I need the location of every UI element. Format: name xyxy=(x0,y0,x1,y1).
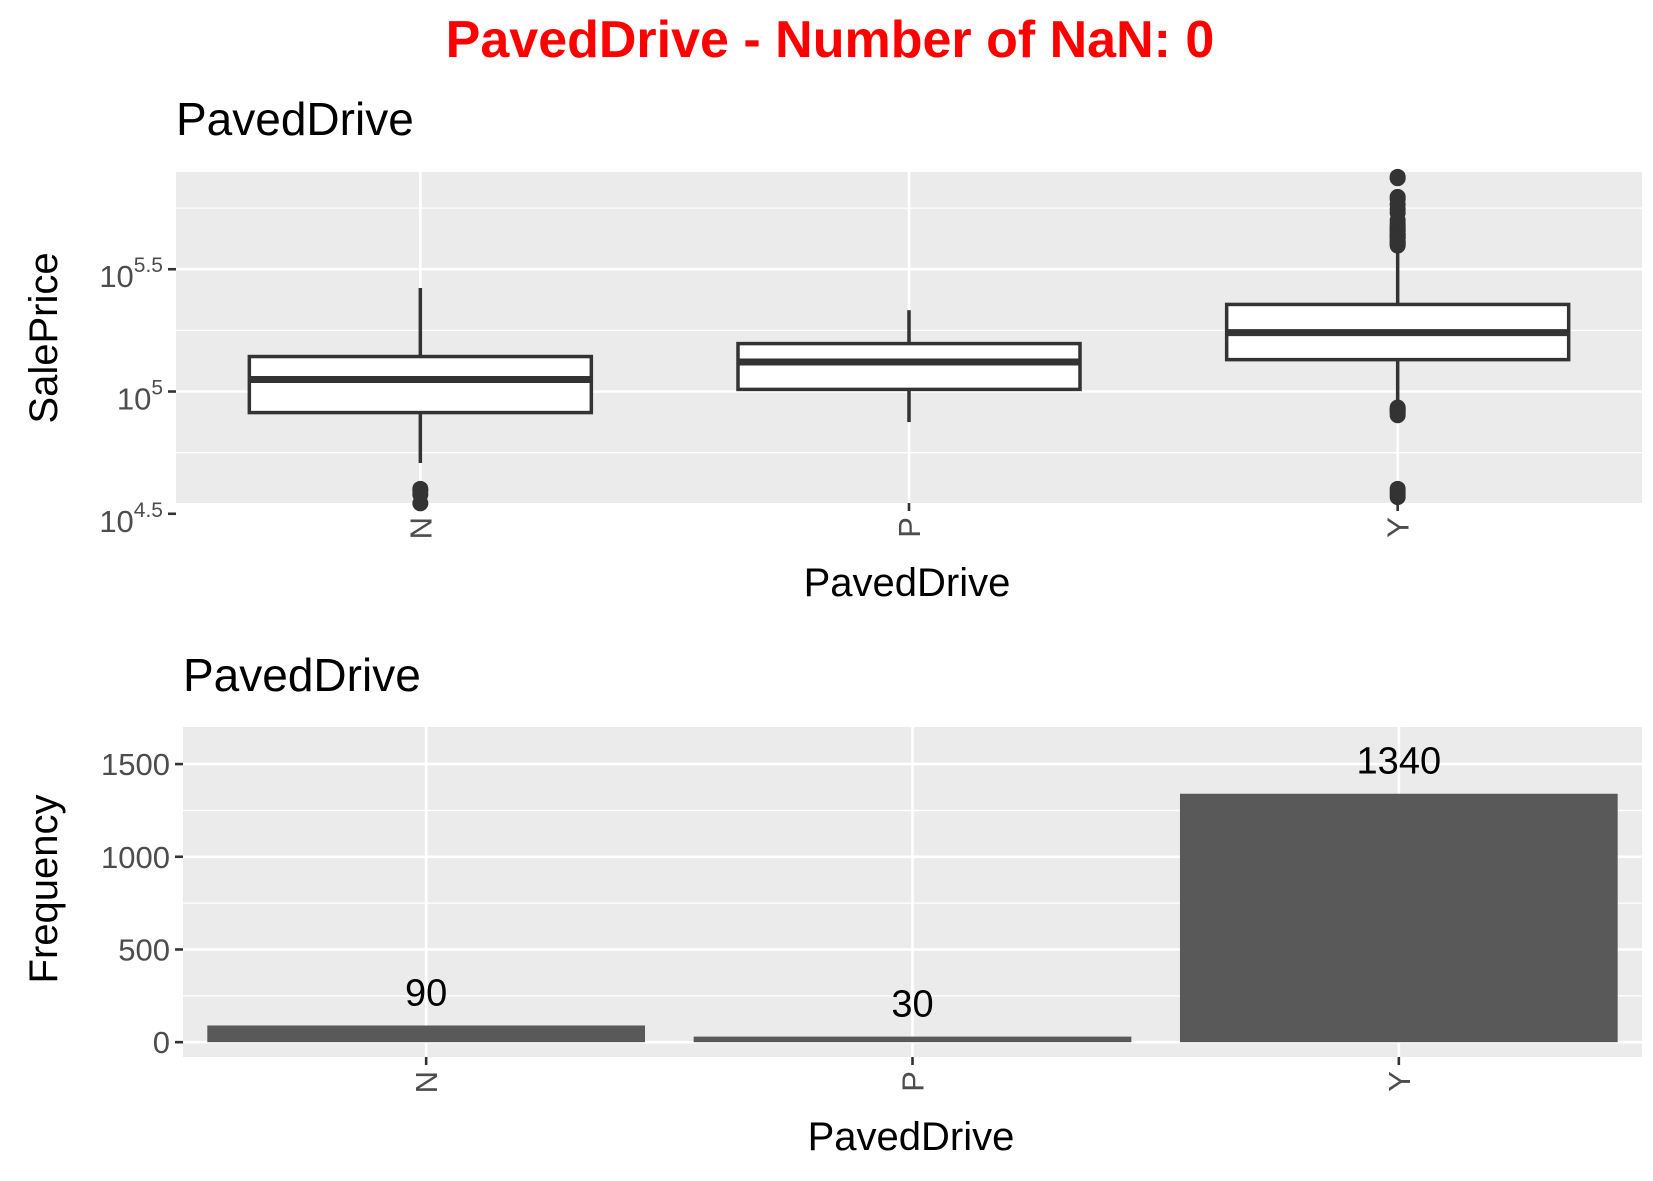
bar-panel: PavedDrive Frequency PavedDrive 0 500 1000… xyxy=(22,649,1642,1159)
boxplot-x-tick-label: P xyxy=(892,517,927,538)
boxplot-iqr-box xyxy=(247,354,594,415)
bar-y-tick-label: 500 xyxy=(118,932,170,967)
boxplot-outlier-point xyxy=(1389,237,1406,254)
bar-P xyxy=(693,1036,1132,1043)
boxplot-outlier-point xyxy=(1389,407,1406,424)
bar-y-axis-title: Frequency xyxy=(22,795,66,984)
boxplot-outlier-point xyxy=(1389,489,1406,506)
boxplot-x-axis-title: PavedDrive xyxy=(804,561,1011,605)
boxplot-outlier-point xyxy=(1389,170,1406,187)
boxplot-y-tick-label: 104.5 xyxy=(99,499,163,539)
boxplot-x-tick-label: N xyxy=(403,517,438,539)
boxplot-y-axis-title: SalePrice xyxy=(22,252,66,423)
bar-y-tick-label: 1000 xyxy=(101,840,170,875)
bar-y-tick-label: 0 xyxy=(153,1025,170,1060)
bar-x-tick-label: P xyxy=(896,1071,931,1092)
bar-N xyxy=(207,1025,646,1043)
boxplot-box-Y xyxy=(1224,168,1571,506)
bar-x-tick-label: Y xyxy=(1382,1071,1417,1092)
bar-data-label: 90 xyxy=(405,972,447,1014)
bar-y-tick-label: 1500 xyxy=(101,747,170,782)
bar-x-tick-label: N xyxy=(409,1071,444,1093)
boxplot-box-N xyxy=(247,288,594,512)
main-title: PavedDrive - Number of NaN: 0 xyxy=(446,11,1215,69)
bar-x-axis-title: PavedDrive xyxy=(808,1115,1015,1159)
boxplot-outlier-point xyxy=(412,480,429,497)
bar-data-label: 30 xyxy=(891,984,933,1026)
bar-chart-title: PavedDrive xyxy=(183,649,421,701)
boxplot-x-tick-label: Y xyxy=(1381,517,1416,538)
boxplot-box-P xyxy=(736,310,1082,423)
bar-data-label: 1340 xyxy=(1357,741,1442,783)
boxplot-title: PavedDrive xyxy=(176,93,414,145)
boxplot-iqr-box xyxy=(736,341,1082,392)
bar-Y xyxy=(1179,793,1618,1043)
boxplot-panel: PavedDrive SalePrice PavedDrive 104.5 105… xyxy=(22,93,1642,605)
boxplot-y-tick-label: 105 xyxy=(117,377,163,417)
boxplot-y-tick-label: 105.5 xyxy=(99,254,163,294)
